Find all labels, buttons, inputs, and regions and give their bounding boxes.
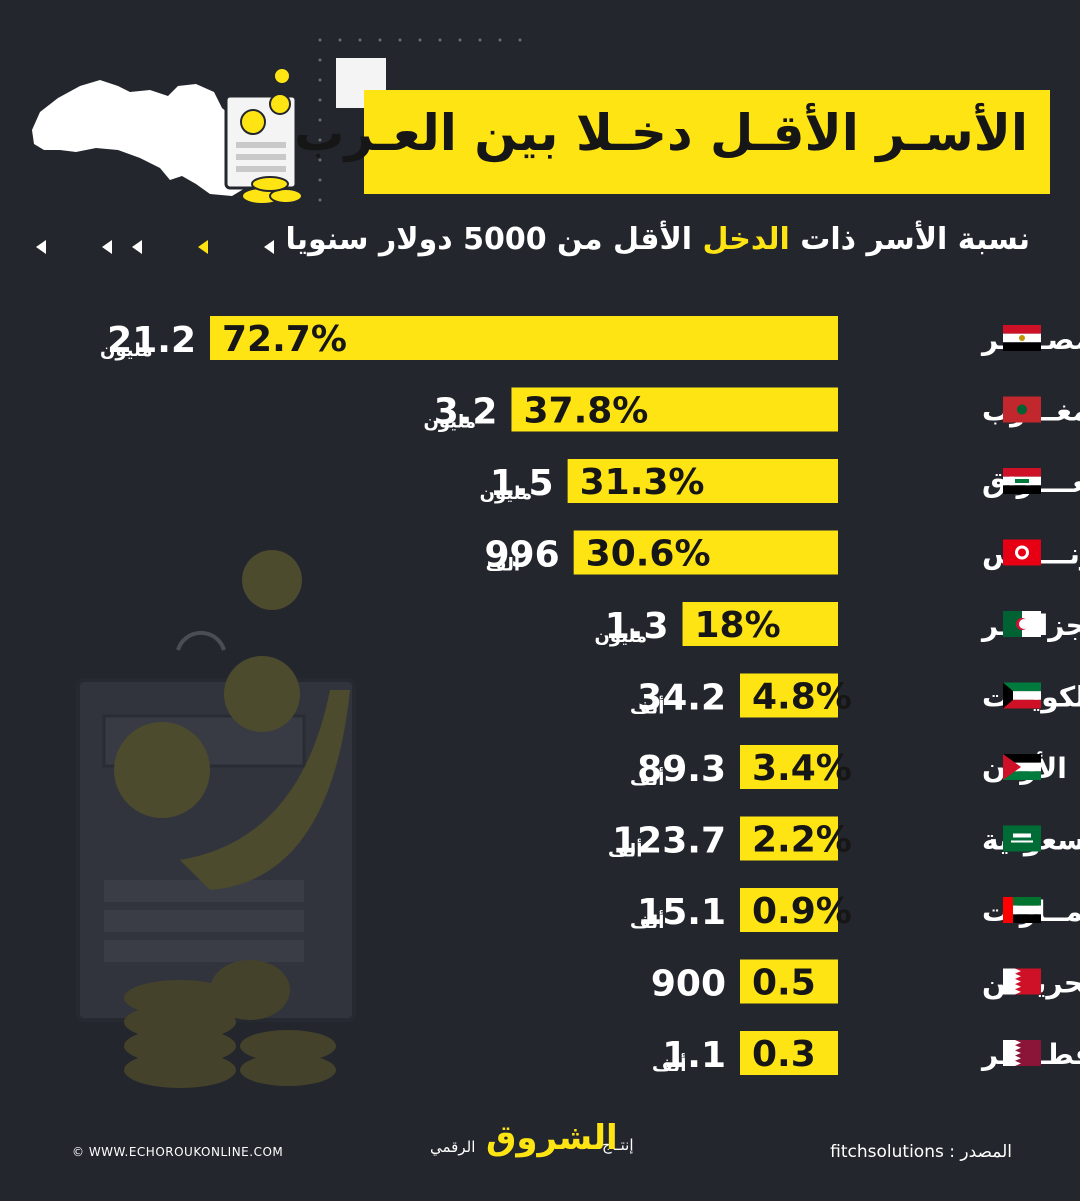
count-unit: مليون: [423, 412, 476, 433]
source: المصدر : fitchsolutions: [830, 1142, 1012, 1162]
count-unit: ألف: [630, 910, 664, 933]
bar-value-label: 2.2%: [752, 820, 852, 861]
bar: [740, 888, 838, 932]
brand-logo: الشروق: [486, 1118, 618, 1158]
bar: [740, 959, 838, 1004]
faded-document-coins-icon: [76, 550, 356, 1088]
bar-value-label: 37.8%: [523, 391, 648, 432]
uae-flag: [1003, 897, 1041, 923]
iraq-flag: [1003, 468, 1041, 494]
household-count: 15.1: [637, 892, 726, 933]
bar: [740, 673, 838, 718]
household-count: 89.3: [637, 749, 726, 790]
count-unit: مليون: [480, 483, 533, 504]
title-banner: الأسـر الأقـل دخـلا بين العـرب: [294, 90, 1050, 194]
household-count: 34.2: [637, 678, 726, 719]
subtitle-part1: نسبة الأسر ذات: [789, 222, 1030, 257]
household-count: 1.3: [605, 606, 669, 647]
bar: [567, 459, 838, 503]
source-label: المصدر :: [949, 1142, 1012, 1162]
source-value: fitchsolutions: [830, 1142, 944, 1162]
bar-value-label: 3.4%: [752, 748, 852, 789]
bar: [740, 745, 838, 789]
count-unit: ألف: [486, 553, 520, 576]
household-count: 3.2: [434, 392, 498, 433]
bahrain-flag: [1003, 968, 1041, 995]
bar-value-label: 18%: [695, 605, 781, 646]
qatar-flag: [1003, 1040, 1041, 1066]
bar-value-label: 0.3: [752, 1034, 816, 1075]
bar-value-label: 72.7%: [222, 319, 347, 360]
household-count: 900: [651, 964, 726, 1005]
bar-value-label: 30.6%: [586, 534, 711, 575]
tunisia-flag: [1003, 539, 1041, 566]
household-count: 1.5: [490, 463, 554, 504]
saudi-flag: [1003, 825, 1041, 852]
bar-chart: 72.7%مصـــــر21.2مليون37.8%المغـــرب3.2م…: [100, 316, 1080, 1076]
count-unit: ألف: [630, 767, 664, 790]
subtitle-part2: الأقل من 5000 دولار سنويا: [285, 222, 703, 257]
arrow-decoration: [36, 240, 274, 254]
website[interactable]: © WWW.ECHOROUKONLINE.COM: [72, 1145, 284, 1159]
household-count: 1.1: [662, 1035, 726, 1076]
jordan-flag: [1003, 754, 1041, 780]
morocco-flag: [1003, 396, 1041, 423]
bar: [511, 387, 838, 432]
bar: [740, 1031, 838, 1075]
household-count: 996: [485, 535, 560, 576]
production-suffix: الرقمي: [430, 1138, 476, 1156]
logo: إنتـاج الشروق الرقمي: [430, 1118, 660, 1168]
subtitle-highlight: الدخل: [702, 222, 790, 257]
algeria-flag: [1003, 611, 1041, 637]
bar: [682, 602, 838, 646]
bar: [740, 816, 838, 861]
count-unit: ألف: [652, 1053, 686, 1076]
page-title: الأسـر الأقـل دخـلا بين العـرب: [294, 104, 1028, 162]
bar-value-label: 0.9%: [752, 891, 852, 932]
bar: [573, 530, 838, 575]
count-unit: مليون: [595, 626, 648, 647]
bar: [210, 316, 838, 360]
count-unit: ألف: [630, 696, 664, 719]
count-unit: مليون: [100, 340, 153, 361]
bar-value-label: 31.3%: [580, 462, 705, 503]
bar-value-label: 4.8%: [752, 677, 852, 718]
arab-map-icon: [32, 80, 276, 196]
kuwait-flag: [1003, 682, 1041, 709]
bar-value-label: 0.5: [752, 963, 816, 1004]
subtitle: نسبة الأسر ذات الدخل الأقل من 5000 دولار…: [285, 222, 1030, 257]
household-count: 21.2: [107, 320, 196, 361]
egypt-flag: [1003, 325, 1041, 351]
document-coins-icon: [224, 67, 303, 205]
household-count: 123.7: [612, 821, 726, 862]
count-unit: ألف: [608, 839, 642, 862]
production-prefix: إنتـاج: [602, 1136, 634, 1154]
